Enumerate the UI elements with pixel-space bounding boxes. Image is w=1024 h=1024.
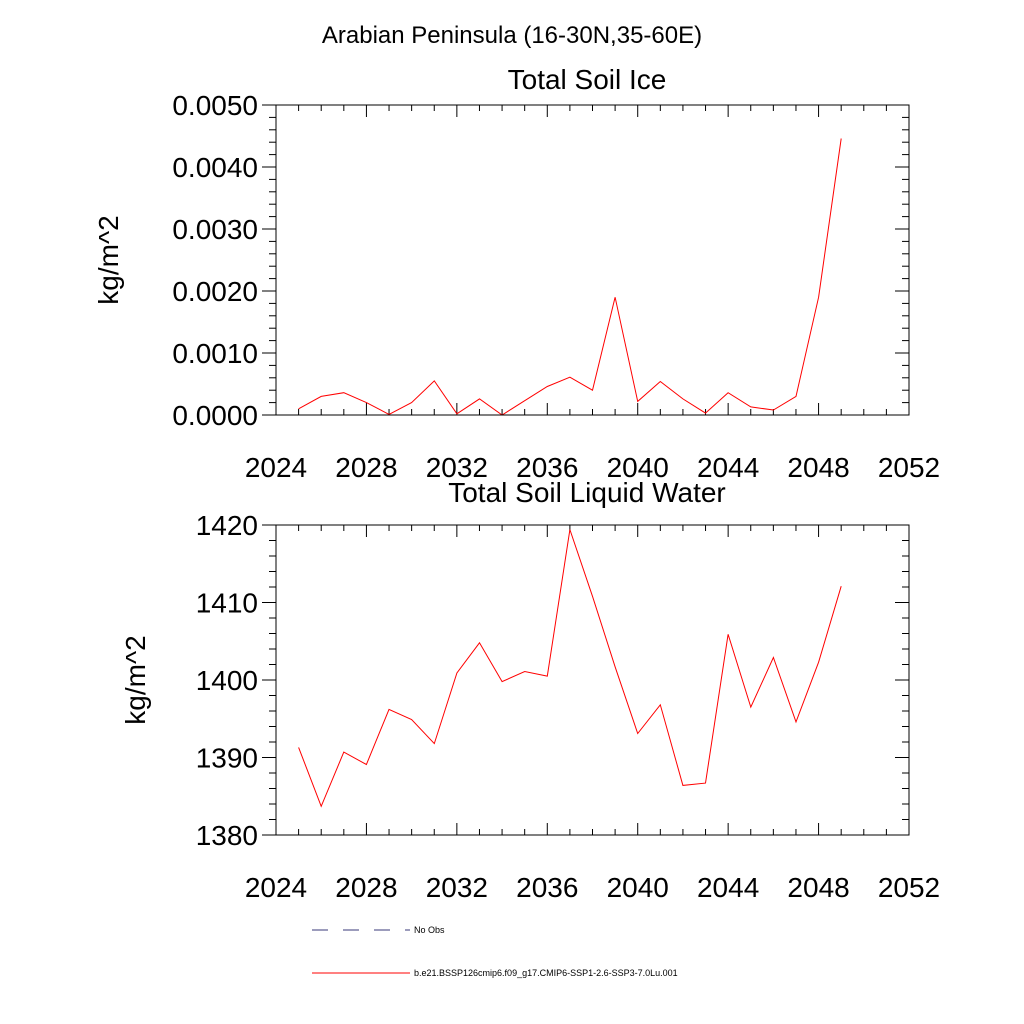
plot-frame-soil-liquid-water [275,524,910,836]
x-tick-label-2048: 2048 [787,452,849,483]
y-axis-label-soil-ice: kg/m^2 [93,215,124,304]
y-axis-label-soil-liquid-water: kg/m^2 [120,635,151,724]
y-tick-label-2: 1400 [196,665,258,696]
legend-item-no-obs: No Obs [312,925,445,935]
x-tick-label-2040: 2040 [607,452,669,483]
x-tick-label-2028: 2028 [335,452,397,483]
x-tick-label-2052: 2052 [878,872,940,903]
y-tick-label-2: 0.0020 [172,276,258,307]
series-line-soil-liquid-water-0 [298,529,842,808]
series-line-soil-ice-0 [298,138,842,416]
figure-title: Arabian Peninsula (16-30N,35-60E) [322,22,702,49]
x-tick-label-2036: 2036 [516,452,578,483]
x-tick-label-2036: 2036 [516,872,578,903]
x-tick-label-2048: 2048 [787,872,849,903]
y-tick-label-4: 0.0040 [172,152,258,183]
y-tick-label-5: 0.0050 [172,90,258,121]
y-tick-label-0: 1380 [196,820,258,851]
panel-marks-soil-ice: 2024 2028 2032 2036 2040 2044 2048 2052 0.0000 0.… [172,90,940,483]
panel-total-soil-liquid-water: Total Soil Liquid Water kg/m^2 2024 2028 2… [120,477,940,903]
panel-marks-soil-liquid-water: 2024 2028 2032 2036 2040 2044 2048 2052 1380 1390… [196,510,940,903]
panel-title-soil-liquid-water: Total Soil Liquid Water [448,477,726,508]
x-tick-label-2044: 2044 [697,452,759,483]
legend: No Obs b.e21.BSSP126cmip6.f09_g17.CMIP6-… [312,925,678,978]
legend-item-model-run: b.e21.BSSP126cmip6.f09_g17.CMIP6-SSP1-2.… [312,968,678,978]
panel-total-soil-ice: Total Soil Ice kg/m^2 2024 2028 2032 2036 20… [93,64,940,483]
y-tick-label-1: 0.0010 [172,338,258,369]
y-tick-label-3: 0.0030 [172,214,258,245]
x-tick-label-2052: 2052 [878,452,940,483]
x-tick-label-2028: 2028 [335,872,397,903]
plot-frame-soil-ice [275,104,910,416]
x-tick-label-2044: 2044 [697,872,759,903]
legend-label-model-run: b.e21.BSSP126cmip6.f09_g17.CMIP6-SSP1-2.… [414,968,678,978]
x-tick-label-2024: 2024 [245,452,307,483]
y-tick-label-0: 0.0000 [172,400,258,431]
legend-label-no-obs: No Obs [414,925,445,935]
x-tick-label-2032: 2032 [426,452,488,483]
y-tick-label-3: 1410 [196,588,258,619]
y-tick-label-1: 1390 [196,743,258,774]
x-tick-label-2024: 2024 [245,872,307,903]
x-tick-label-2032: 2032 [426,872,488,903]
panel-title-soil-ice: Total Soil Ice [508,64,667,95]
x-tick-label-2040: 2040 [607,872,669,903]
y-tick-label-4: 1420 [196,510,258,541]
